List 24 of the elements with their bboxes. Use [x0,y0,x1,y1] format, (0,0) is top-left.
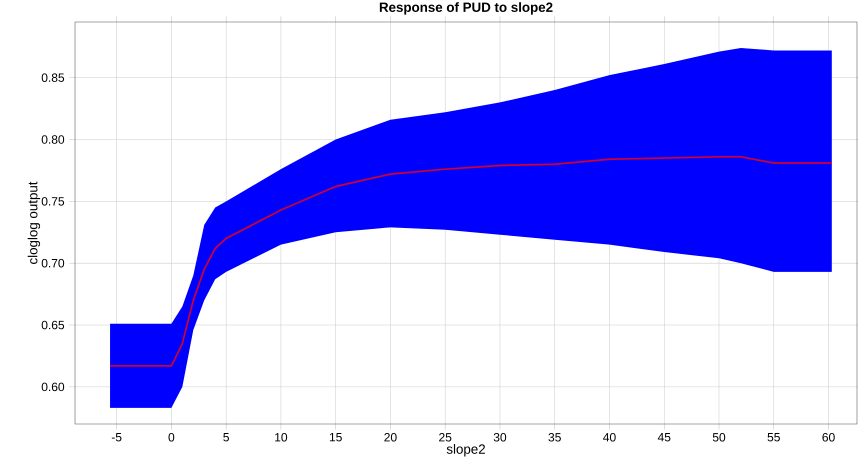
y-tick-label: 0.65 [42,320,64,330]
y-tick-label: 0.80 [42,135,64,144]
line-series [109,156,833,367]
x-tick-label: 30 [494,433,506,442]
y-tick-label: 0.60 [42,382,64,392]
x-tick-label: 5 [223,433,229,442]
x-tick-label: 60 [822,433,835,442]
x-tick-label: 20 [384,433,397,442]
x-tick-label: 10 [275,433,288,442]
y-tick-label: 0.85 [42,73,64,82]
x-tick-label: 35 [548,433,561,442]
y-tick-label: 0.75 [42,197,64,206]
x-tick-label: 50 [712,433,726,442]
y-tick-label: 0.70 [42,258,64,268]
x-tick-label: 0 [168,433,174,442]
x-tick-label: 40 [603,433,616,442]
x-tick-label: 55 [768,433,780,442]
x-axis-title: slope2 [446,444,485,456]
y-axis-title: cloglog output [28,182,40,264]
x-tick-label: 15 [330,433,342,442]
x-tick-label: 45 [658,433,670,442]
x-tick-label: -5 [112,433,122,442]
x-tick-label: 25 [439,433,452,442]
chart-title: Response of PUD to slope2 [380,2,553,15]
